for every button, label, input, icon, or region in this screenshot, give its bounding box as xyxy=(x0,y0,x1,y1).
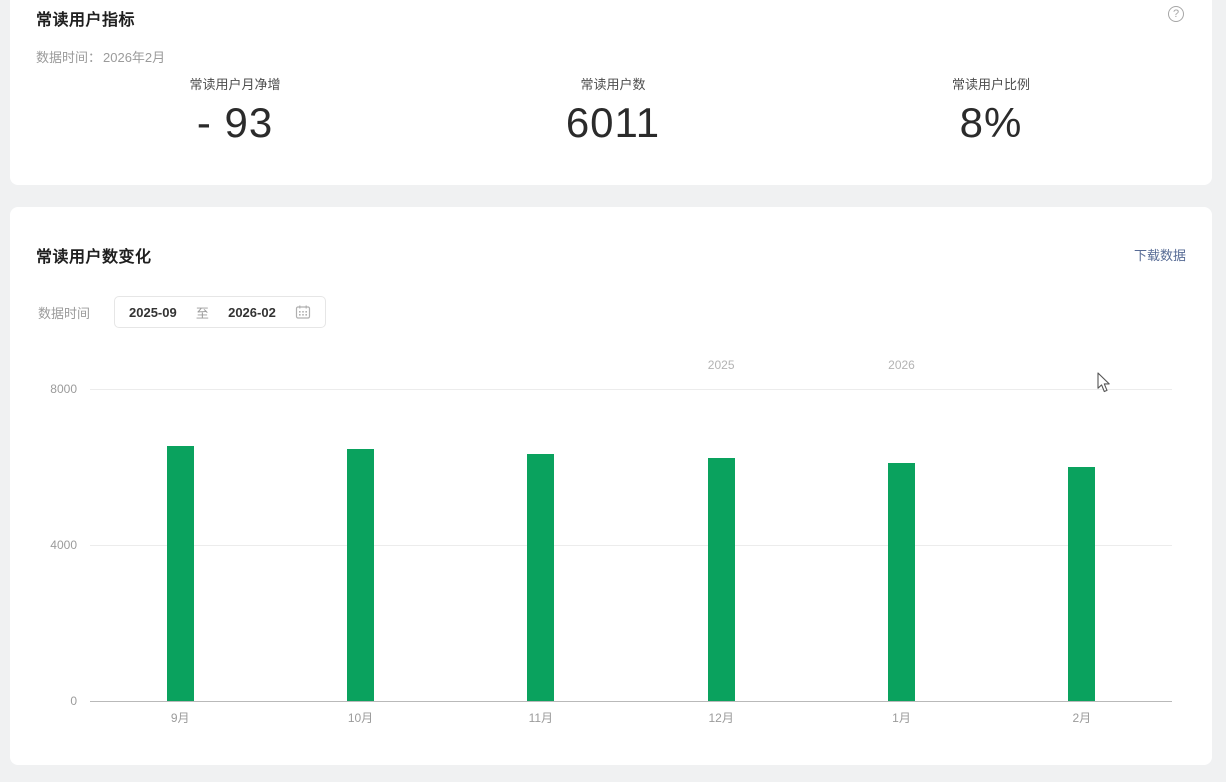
gridline xyxy=(90,545,1172,546)
bar-9月[interactable] xyxy=(166,445,194,701)
x-tick-label: 11月 xyxy=(528,711,554,725)
metrics-card-title: 常读用户指标 xyxy=(36,12,136,29)
date-range-end[interactable]: 2026-02 xyxy=(228,304,276,320)
x-tick-label: 1月 xyxy=(892,711,911,725)
x-tick-label: 9月 xyxy=(170,711,190,725)
bar-2月[interactable] xyxy=(1068,466,1096,701)
data-time-label: 数据时间： xyxy=(36,50,102,65)
question-mark-glyph: ? xyxy=(1172,8,1180,20)
data-time-subtitle: 数据时间： 2026年2月 xyxy=(36,47,167,66)
bar-12月[interactable] xyxy=(707,458,735,701)
bar-1月[interactable] xyxy=(888,462,915,701)
metrics-card: 常读用户指标 ? 数据时间： 2026年2月 常读用户月净增 - 93 常读用户数… xyxy=(10,0,1212,185)
metric-net-increase: 常读用户月净增 - 93 xyxy=(46,74,424,147)
chart-card: 常读用户数变化 下载数据 数据时间 2025-09 至 2026-02 0 400… xyxy=(10,207,1212,765)
metric-value: - 93 xyxy=(196,99,274,146)
date-filter-row: 数据时间 2025-09 至 2026-02 xyxy=(38,296,327,328)
help-icon[interactable]: ? xyxy=(1168,6,1184,22)
y-tick-label: 4000 xyxy=(50,538,77,552)
bar-11月[interactable] xyxy=(527,454,555,701)
download-data-link[interactable]: 下载数据 xyxy=(1133,248,1186,263)
chart-card-title: 常读用户数变化 xyxy=(36,249,152,266)
metric-reader-count: 常读用户数 6011 xyxy=(424,74,802,147)
year-marker: 2026 xyxy=(888,358,915,372)
metric-reader-ratio: 常读用户比例 8% xyxy=(802,74,1180,147)
x-axis-line xyxy=(90,701,1172,702)
metric-label: 常读用户数 xyxy=(580,77,646,92)
date-filter-label: 数据时间 xyxy=(38,305,91,321)
date-range-separator: 至 xyxy=(195,305,209,321)
metric-label: 常读用户比例 xyxy=(951,77,1030,92)
bar-chart: 0 4000 8000 9月 10月 11月 12月 1月 2月 2025 2026 xyxy=(50,358,1172,725)
metric-label: 常读用户月净增 xyxy=(189,77,281,92)
data-time-value: 2026年2月 xyxy=(103,50,166,65)
metrics-row: 常读用户月净增 - 93 常读用户数 6011 常读用户比例 8% xyxy=(46,74,1180,147)
metric-value: 8% xyxy=(959,99,1023,146)
bar-10月[interactable] xyxy=(347,449,374,701)
calendar-icon xyxy=(295,305,311,319)
x-tick-label: 10月 xyxy=(347,711,374,725)
y-tick-label: 8000 xyxy=(50,382,77,396)
y-tick-label: 0 xyxy=(70,694,77,708)
x-tick-label: 2月 xyxy=(1072,711,1092,725)
metric-value: 6011 xyxy=(565,99,661,146)
x-tick-label: 12月 xyxy=(708,711,734,725)
date-range-start[interactable]: 2025-09 xyxy=(129,304,177,320)
gridline xyxy=(90,389,1172,390)
date-range-picker[interactable]: 2025-09 至 2026-02 xyxy=(114,296,327,328)
year-marker: 2025 xyxy=(707,358,735,372)
